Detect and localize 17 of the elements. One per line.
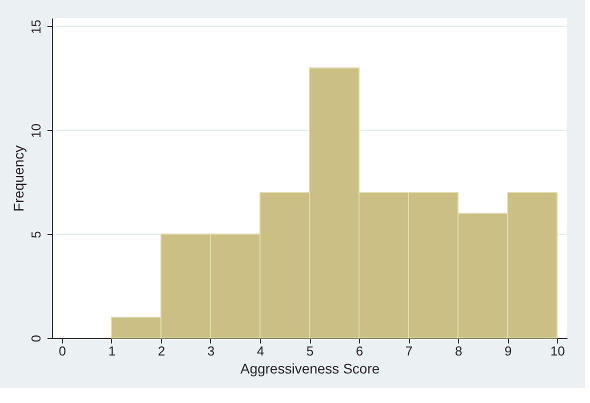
- y-tick-label: 0: [28, 334, 44, 342]
- x-tick-label: 3: [207, 344, 215, 358]
- x-tick-label: 4: [256, 344, 264, 358]
- x-tick-label: 8: [454, 344, 462, 358]
- x-axis-title: Aggressiveness Score: [240, 360, 380, 376]
- y-tick-label: 5: [28, 230, 44, 238]
- x-tick-label: 2: [158, 344, 166, 358]
- x-tick-label: 1: [108, 344, 116, 358]
- x-tick-label: 9: [504, 344, 512, 358]
- x-tick-label: 0: [58, 344, 66, 358]
- y-axis-title: Frequency: [10, 145, 26, 212]
- y-tick-label: 15: [28, 20, 44, 34]
- x-tick-label: 6: [356, 344, 364, 358]
- y-tick-label: 10: [28, 123, 44, 138]
- x-tick-label: 5: [306, 344, 314, 358]
- x-tick-label: 7: [405, 344, 413, 358]
- x-tick-label: 10: [550, 344, 565, 358]
